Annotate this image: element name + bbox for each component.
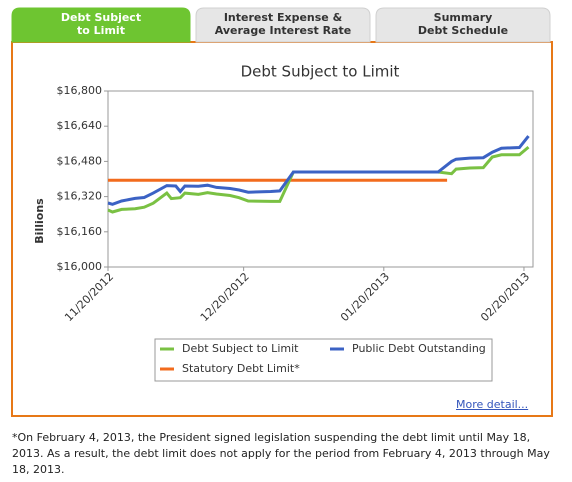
chart-title: Debt Subject to Limit — [241, 63, 400, 81]
tab[interactable] — [375, 7, 551, 43]
legend-label: Debt Subject to Limit — [182, 342, 299, 355]
footnote: *On February 4, 2013, the President sign… — [12, 431, 550, 476]
y-tick-label: $16,800 — [57, 84, 103, 97]
y-tick-label: $16,640 — [57, 119, 103, 132]
more-detail-link[interactable]: More detail... — [456, 398, 529, 411]
y-tick-label: $16,160 — [57, 225, 103, 238]
tab[interactable] — [11, 7, 191, 43]
data-line — [107, 135, 530, 206]
tab-label[interactable]: Interest Expense & — [224, 11, 343, 24]
legend-label: Statutory Debt Limit* — [182, 362, 300, 375]
tab-label[interactable]: Debt Schedule — [418, 24, 508, 37]
tab-label[interactable]: Summary — [434, 11, 493, 24]
y-tick-label: $16,000 — [57, 260, 103, 273]
data-line — [107, 145, 530, 214]
y-tick-label: $16,480 — [57, 154, 103, 167]
tab[interactable] — [195, 7, 371, 43]
legend-box — [154, 338, 493, 382]
tab-label[interactable]: Debt Subject — [61, 11, 141, 24]
y-tick-label: $16,320 — [57, 190, 103, 203]
y-axis-label: Billions — [33, 198, 46, 244]
tab-label[interactable]: to Limit — [77, 24, 125, 37]
tab-label[interactable]: Average Interest Rate — [215, 24, 352, 37]
legend-label: Public Debt Outstanding — [352, 342, 486, 355]
